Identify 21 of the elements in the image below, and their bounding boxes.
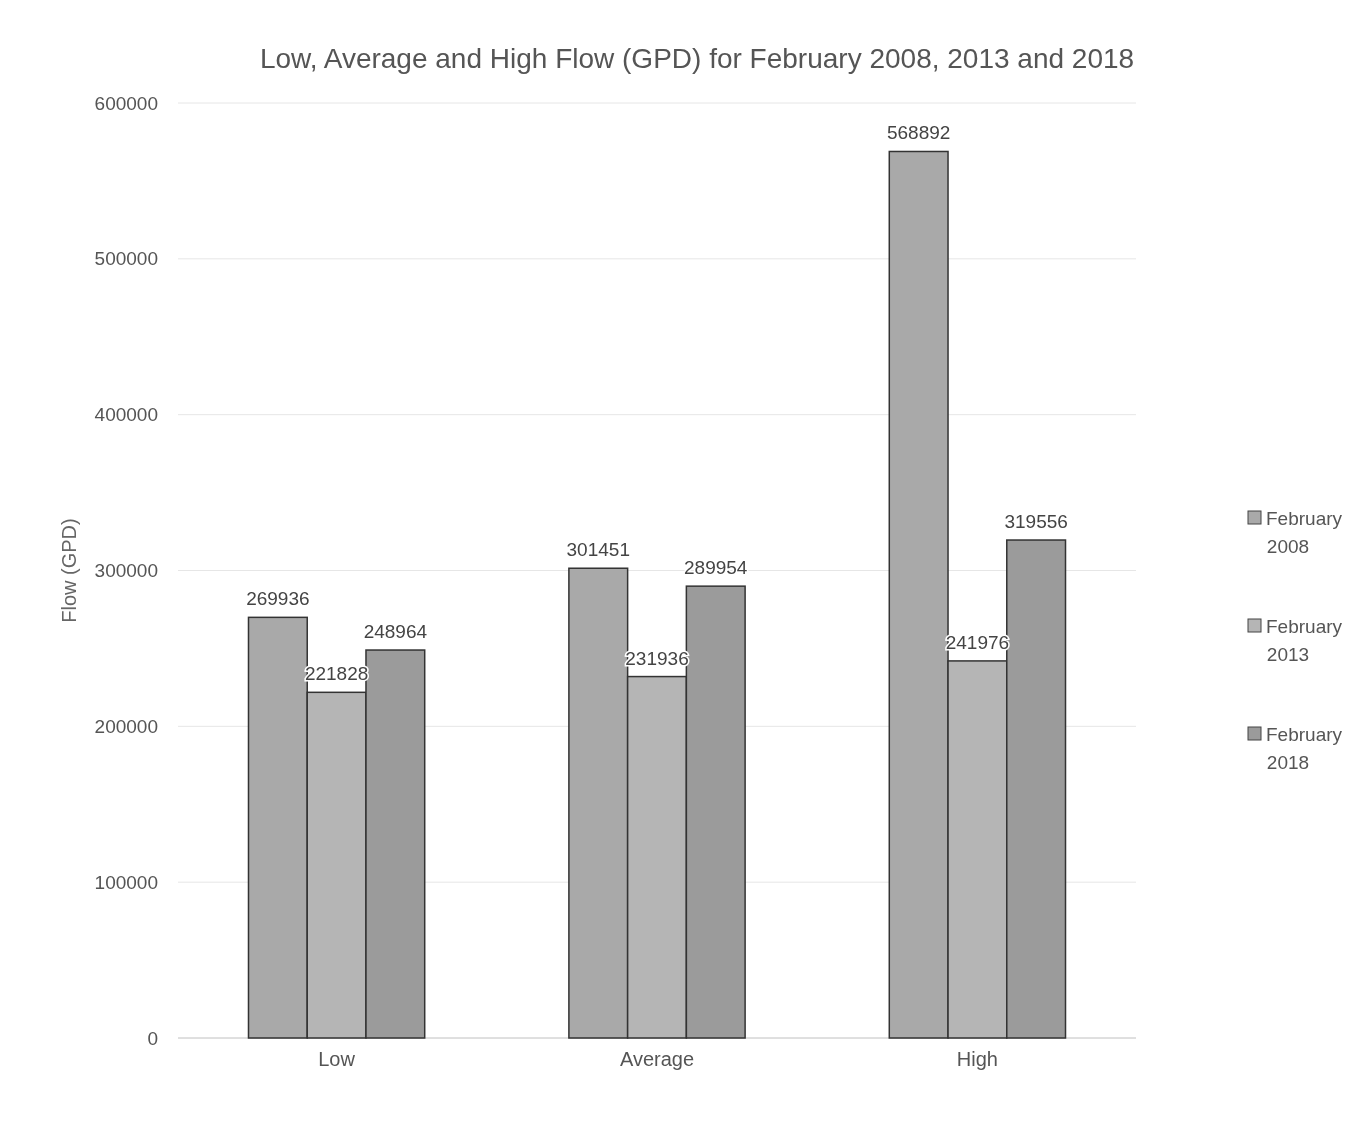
y-tick-label: 0	[147, 1027, 158, 1049]
legend-label: February 2018	[1266, 723, 1343, 773]
y-tick-label: 600000	[94, 92, 158, 114]
x-tick-label: High	[956, 1048, 998, 1070]
x-tick-label: Average	[619, 1048, 695, 1070]
data-label: 568892	[886, 122, 951, 144]
data-label: 248964	[363, 621, 428, 643]
y-axis-title: Flow (GPD)	[58, 518, 80, 623]
y-tick-label: 400000	[94, 404, 158, 426]
data-label: 289954	[684, 557, 748, 579]
data-label: 301451	[566, 539, 630, 561]
legend-label: February 2008	[1266, 507, 1343, 557]
legend-label: February 2013	[1266, 615, 1343, 665]
data-label: 319556	[1004, 511, 1068, 533]
y-tick-label: 500000	[94, 248, 158, 270]
data-label: 269936	[246, 588, 310, 610]
y-tick-label: 200000	[94, 715, 158, 737]
chart-title: Low, Average and High Flow (GPD) for February 2008, 2013 and 2018	[259, 43, 1135, 74]
y-tick-label: 100000	[94, 871, 158, 893]
y-tick-label: 300000	[94, 560, 158, 582]
x-tick-label: Low	[318, 1048, 356, 1070]
